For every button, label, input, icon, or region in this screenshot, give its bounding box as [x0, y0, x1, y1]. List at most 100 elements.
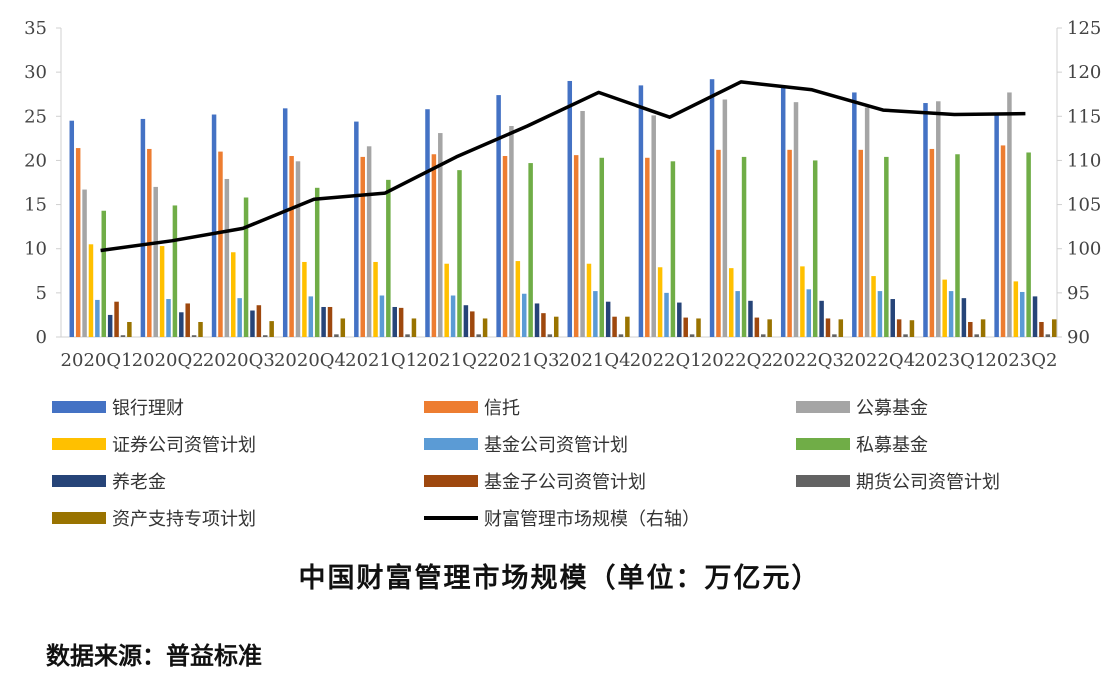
bar — [444, 263, 449, 337]
bar — [593, 291, 598, 337]
bar — [1032, 296, 1038, 337]
bar — [696, 318, 701, 337]
bar — [1007, 92, 1012, 337]
legend-label: 财富管理市场规模（右轴） — [484, 509, 700, 530]
bar — [936, 101, 941, 337]
bar — [657, 267, 663, 337]
bar — [884, 156, 889, 337]
bar — [496, 95, 501, 337]
legend-label: 养老金 — [112, 472, 166, 493]
bar — [547, 334, 553, 337]
bar — [256, 305, 262, 337]
left-tick-label: 5 — [36, 283, 47, 304]
left-tick-label: 35 — [24, 18, 47, 39]
bar — [218, 151, 223, 337]
legend-label: 期货公司资管计划 — [856, 472, 1000, 493]
x-tick-label: 2020Q2 — [132, 350, 204, 371]
legend-label: 基金子公司资管计划 — [484, 472, 646, 493]
bar — [625, 316, 630, 337]
bar — [95, 299, 100, 337]
legend-swatch — [52, 438, 106, 450]
bar — [140, 118, 146, 338]
x-tick-label: 2022Q2 — [701, 350, 773, 371]
bar — [677, 302, 682, 337]
series-line-total — [100, 80, 1026, 253]
bar — [379, 295, 385, 337]
bar — [812, 160, 818, 337]
bar — [476, 334, 481, 337]
bar — [580, 110, 585, 338]
bar — [877, 291, 883, 337]
bar — [127, 321, 132, 337]
bar — [250, 310, 255, 337]
bar — [968, 321, 973, 337]
x-tick-label: 2022Q1 — [630, 350, 702, 371]
bar — [321, 306, 326, 337]
left-tick-label: 30 — [24, 62, 47, 83]
right-tick-label: 115 — [1067, 106, 1101, 127]
bar — [172, 205, 178, 337]
bar — [166, 299, 171, 337]
right-tick-label: 90 — [1067, 327, 1090, 348]
right-tick-label: 105 — [1067, 195, 1101, 216]
bar — [909, 320, 915, 337]
legend-swatch — [424, 401, 478, 413]
bar — [852, 92, 857, 337]
bar — [838, 319, 844, 337]
bar — [618, 334, 624, 337]
bar — [263, 335, 268, 337]
legend-item: 证券公司资管计划 — [52, 431, 256, 457]
bar — [340, 318, 346, 337]
bar — [1045, 334, 1051, 337]
bar — [373, 261, 378, 337]
bar — [114, 301, 119, 337]
x-tick-label: 2021Q3 — [487, 350, 559, 371]
bar — [463, 305, 469, 337]
bar — [664, 292, 669, 337]
bar — [716, 149, 721, 337]
bar — [825, 318, 831, 337]
legend-label: 银行理财 — [112, 398, 184, 419]
bar — [295, 161, 301, 337]
bar — [638, 85, 644, 337]
right-tick-label: 100 — [1067, 239, 1101, 260]
x-tick-label: 2022Q3 — [772, 350, 844, 371]
right-tick-label: 120 — [1067, 62, 1101, 83]
bar — [896, 319, 902, 337]
bar — [101, 210, 107, 337]
bar — [515, 261, 521, 337]
bar — [425, 109, 430, 337]
bar — [806, 289, 812, 337]
bar — [392, 306, 397, 337]
bar — [314, 187, 320, 337]
legend-label: 公募基金 — [856, 398, 928, 419]
bar — [961, 298, 967, 337]
bar — [198, 321, 203, 337]
bar — [231, 252, 236, 337]
bar — [1019, 291, 1025, 337]
legend: 银行理财 信托 公募基金 证券公司资管计划 基金公司资管计划 私募基金 养老金 基金子公司资管… — [0, 392, 1119, 532]
bar — [605, 301, 611, 337]
bar — [974, 334, 979, 337]
left-tick-label: 25 — [24, 106, 47, 127]
bar — [482, 318, 488, 337]
x-tick-label: 2022Q4 — [843, 350, 915, 371]
bar — [729, 268, 734, 337]
bar — [289, 156, 294, 337]
bar — [929, 148, 935, 337]
bar — [709, 79, 715, 338]
bar — [405, 334, 410, 337]
legend-swatch — [424, 516, 478, 520]
bar — [553, 316, 559, 337]
bar — [541, 313, 546, 337]
bar — [534, 303, 540, 337]
left-tick-label: 0 — [36, 327, 47, 348]
bar — [735, 291, 740, 337]
bar — [948, 291, 954, 337]
bar — [780, 87, 786, 338]
bar — [398, 307, 404, 337]
bar — [754, 317, 760, 337]
bar — [599, 157, 605, 337]
bar — [741, 156, 747, 337]
bar — [612, 316, 617, 337]
